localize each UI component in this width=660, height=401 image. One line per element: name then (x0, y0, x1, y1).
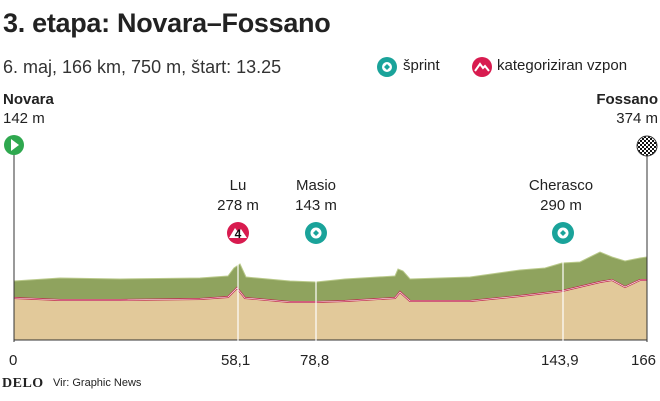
sprint-legend-icon (377, 57, 397, 77)
sprint-icon (305, 222, 327, 244)
start-name: Novara (3, 91, 54, 108)
waypoint-name: Cherasco (528, 177, 594, 194)
delo-logo: DELO (2, 376, 44, 391)
sprint-icon (552, 222, 574, 244)
waypoint-name: Lu (229, 177, 247, 194)
climb-legend-icon (472, 57, 492, 77)
climb-category-icon: 4 (227, 222, 249, 244)
finish-flag-icon (636, 135, 658, 157)
km-start: 0 (9, 352, 18, 369)
waypoint-elevation: 278 m (217, 197, 259, 214)
waypoint-cherasco: Cherasco 290 m (521, 176, 601, 216)
waypoint-name: Masio (295, 177, 336, 194)
terrain-top (14, 252, 647, 302)
climb-legend-label: kategoriziran vzpon (497, 57, 628, 74)
waypoint-elevation: 290 m (540, 197, 582, 214)
waypoint-elevation: 143 m (295, 197, 337, 214)
stage-subtitle: 6. maj, 166 km, 750 m, štart: 13.25 (3, 57, 282, 77)
finish-elevation: 374 m (616, 110, 658, 127)
profile-line-inner (13, 279, 647, 303)
stage-title: 3. etapa: Novara–Fossano (3, 8, 331, 38)
start-icon (4, 135, 24, 155)
terrain-top-highlight (13, 251, 648, 283)
finish-name: Fossano (596, 91, 658, 108)
km-cherasco: 143,9 (541, 352, 579, 369)
km-lu: 58,1 (221, 352, 251, 369)
start-elevation: 142 m (3, 110, 45, 127)
waypoint-masio: Masio 143 m (276, 176, 356, 216)
km-finish: 166 (631, 352, 657, 369)
km-masio: 78,8 (300, 352, 330, 369)
terrain-base (14, 280, 647, 340)
waypoint-lu: Lu 278 m (198, 176, 278, 216)
source-credit: Vir: Graphic News (53, 377, 142, 389)
sprint-legend-label: šprint (403, 57, 440, 74)
climb-category: 4 (235, 227, 242, 241)
